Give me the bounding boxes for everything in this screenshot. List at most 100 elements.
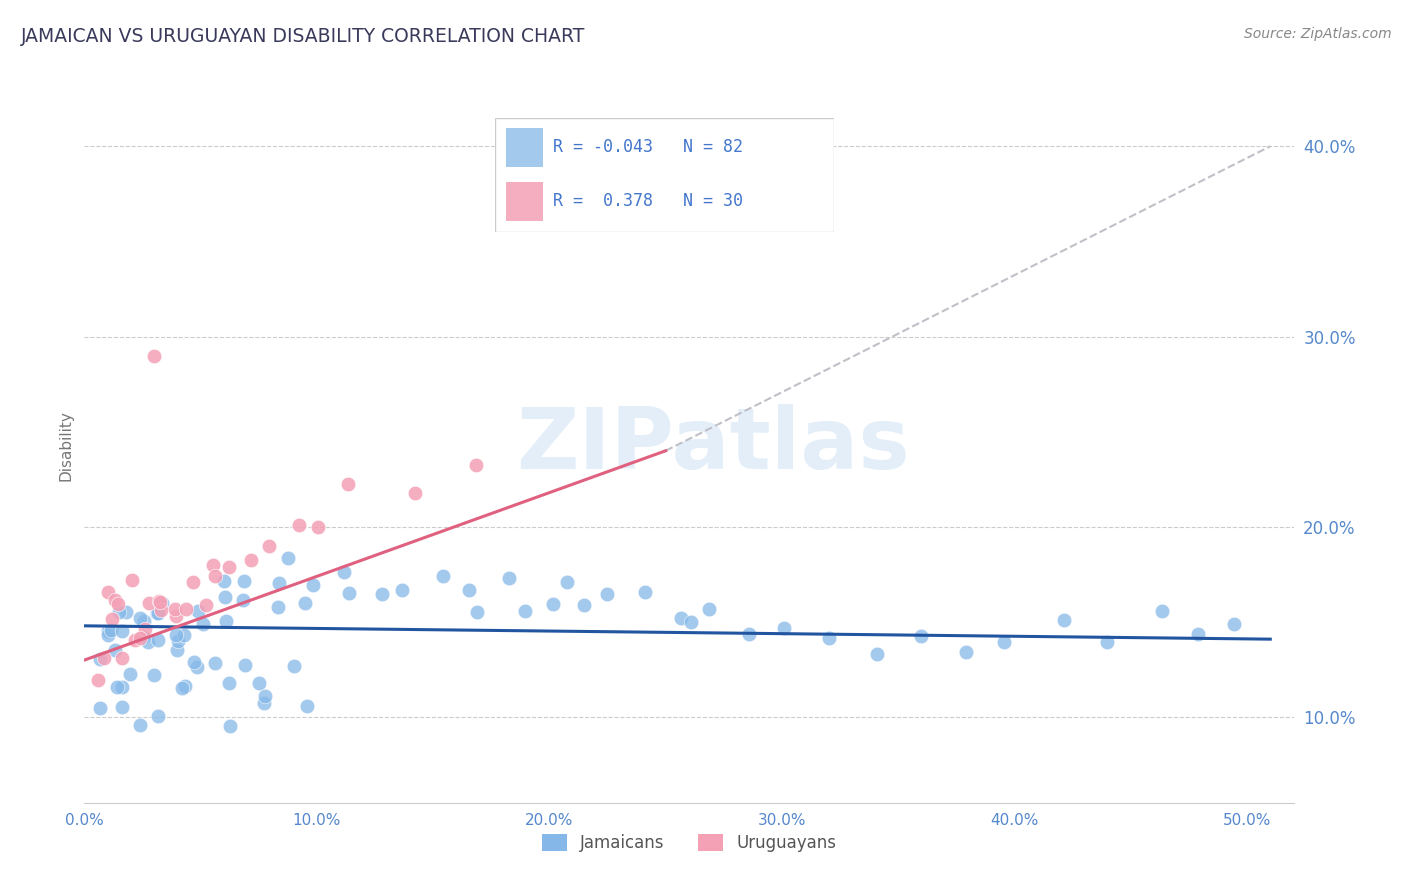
Point bbox=[1152, 604, 1174, 618]
Point bbox=[404, 486, 426, 500]
Point bbox=[498, 571, 520, 585]
Point bbox=[89, 652, 111, 666]
Text: ZIPatlas: ZIPatlas bbox=[516, 404, 910, 488]
Point bbox=[115, 605, 138, 619]
Point bbox=[464, 458, 486, 472]
Point bbox=[204, 569, 226, 583]
Point bbox=[174, 679, 197, 693]
Point bbox=[183, 656, 205, 670]
Point bbox=[131, 630, 153, 644]
Point bbox=[172, 681, 194, 695]
Point bbox=[101, 612, 124, 626]
Point bbox=[201, 558, 224, 573]
Point bbox=[165, 628, 187, 642]
Point bbox=[1222, 616, 1244, 631]
Point bbox=[247, 676, 270, 690]
Point bbox=[866, 647, 889, 661]
Point bbox=[772, 621, 794, 635]
Point bbox=[100, 624, 122, 638]
Point bbox=[295, 698, 318, 713]
Point bbox=[167, 633, 190, 648]
Point bbox=[233, 657, 256, 672]
Point bbox=[218, 675, 240, 690]
Point bbox=[212, 574, 235, 589]
Point bbox=[283, 659, 305, 673]
Point bbox=[165, 602, 187, 616]
Point bbox=[105, 680, 128, 694]
Point bbox=[136, 635, 159, 649]
Point bbox=[97, 585, 120, 599]
Point bbox=[129, 632, 152, 646]
Point bbox=[107, 605, 129, 619]
Point bbox=[173, 628, 195, 642]
Point bbox=[1053, 613, 1076, 627]
Point bbox=[294, 596, 316, 610]
Point bbox=[1095, 635, 1118, 649]
Point bbox=[124, 632, 146, 647]
Point bbox=[97, 627, 120, 641]
Point bbox=[89, 700, 111, 714]
Point bbox=[111, 651, 134, 665]
Point bbox=[267, 600, 290, 615]
Point bbox=[337, 586, 360, 600]
Point bbox=[148, 594, 170, 608]
Point bbox=[513, 603, 536, 617]
Point bbox=[239, 553, 262, 567]
Point bbox=[307, 520, 329, 534]
Point bbox=[1187, 627, 1209, 641]
Point bbox=[146, 607, 169, 621]
Point bbox=[910, 629, 932, 643]
Point bbox=[572, 598, 595, 612]
Point bbox=[253, 696, 276, 710]
Point bbox=[337, 477, 360, 491]
Point bbox=[432, 569, 454, 583]
Point bbox=[232, 593, 254, 607]
Point bbox=[697, 601, 720, 615]
Point bbox=[679, 615, 702, 629]
Point bbox=[993, 635, 1015, 649]
Point bbox=[818, 632, 841, 646]
Point bbox=[288, 518, 311, 533]
Point bbox=[543, 597, 565, 611]
Point bbox=[146, 606, 169, 620]
Point bbox=[191, 616, 214, 631]
Point bbox=[333, 565, 356, 579]
Point bbox=[467, 605, 489, 619]
Point bbox=[128, 718, 150, 732]
Point bbox=[218, 559, 240, 574]
Point bbox=[146, 709, 169, 723]
Point bbox=[104, 593, 127, 607]
Text: JAMAICAN VS URUGUAYAN DISABILITY CORRELATION CHART: JAMAICAN VS URUGUAYAN DISABILITY CORRELA… bbox=[21, 27, 585, 45]
Point bbox=[150, 596, 173, 610]
Point bbox=[174, 602, 197, 616]
Point bbox=[134, 622, 156, 636]
Point bbox=[181, 575, 204, 590]
Point bbox=[257, 539, 280, 553]
Point bbox=[253, 689, 276, 703]
Point bbox=[301, 578, 323, 592]
Point bbox=[87, 673, 110, 687]
Point bbox=[107, 597, 129, 611]
Point bbox=[955, 645, 977, 659]
Point bbox=[121, 573, 143, 587]
Point bbox=[150, 603, 173, 617]
Point bbox=[146, 632, 169, 647]
Point bbox=[111, 680, 134, 694]
Point bbox=[215, 614, 238, 628]
Text: Source: ZipAtlas.com: Source: ZipAtlas.com bbox=[1244, 27, 1392, 41]
Point bbox=[165, 608, 187, 623]
Point bbox=[218, 718, 240, 732]
Point bbox=[269, 576, 291, 591]
Point bbox=[671, 610, 693, 624]
Point bbox=[595, 587, 617, 601]
Point bbox=[111, 699, 134, 714]
Point bbox=[557, 574, 579, 589]
Y-axis label: Disability: Disability bbox=[58, 410, 73, 482]
Point bbox=[204, 656, 226, 670]
Point bbox=[129, 611, 152, 625]
Point bbox=[457, 582, 479, 597]
Point bbox=[214, 590, 236, 604]
Point bbox=[371, 587, 394, 601]
Point bbox=[134, 614, 156, 628]
Point bbox=[186, 660, 208, 674]
